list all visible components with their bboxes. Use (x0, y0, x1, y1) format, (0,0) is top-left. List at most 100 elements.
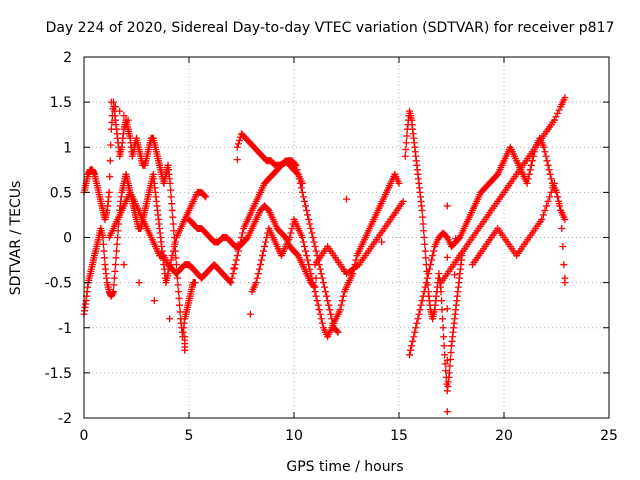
y-axis-label: SDTVAR / TECUs (8, 181, 24, 296)
data-point-interp (429, 252, 437, 260)
y-tick-label: -0.5 (45, 276, 72, 292)
data-point (298, 234, 306, 241)
data-point-interp (233, 252, 241, 260)
data-point-interp (293, 166, 301, 174)
data-point-interp (317, 315, 325, 323)
data-point-interp (235, 136, 243, 144)
data-point-interp (413, 319, 421, 327)
data-point-interp (238, 234, 245, 241)
data-point-interp (308, 229, 316, 237)
data-point-interp (415, 310, 423, 318)
data-point-interp (253, 274, 261, 282)
data-point (561, 274, 569, 282)
data-point-interp (547, 175, 555, 183)
data-point (336, 306, 344, 314)
data-point (172, 261, 180, 269)
data-point-interp (306, 220, 314, 228)
series-track-8 (401, 107, 466, 395)
data-point (109, 288, 117, 296)
data-point-interp (319, 279, 327, 287)
data-point-interp (318, 274, 326, 282)
data-points (80, 94, 569, 416)
data-point-interp (255, 265, 263, 273)
data-point-interp (443, 253, 451, 261)
data-point-interp (303, 206, 311, 214)
data-point (105, 188, 113, 196)
y-tick-label: -1 (58, 321, 72, 337)
data-point-interp (259, 252, 266, 260)
data-point-interp (443, 356, 451, 364)
data-point-interp (421, 240, 429, 248)
data-point-interp (297, 184, 305, 192)
data-point (261, 243, 269, 251)
data-point-interp (260, 247, 268, 255)
y-tick-label: -2 (58, 411, 72, 427)
data-point (561, 94, 569, 102)
data-point-interp (327, 310, 335, 318)
data-point-interp (555, 106, 563, 114)
data-point (256, 261, 264, 269)
data-point-interp (307, 224, 315, 232)
data-point-interp (234, 140, 242, 148)
data-point-interp (232, 256, 240, 264)
data-point (395, 179, 403, 187)
data-point-interp (558, 224, 566, 232)
data-point-interp (254, 270, 262, 278)
data-point-interp (288, 224, 296, 232)
data-point (286, 234, 294, 241)
series-track-10 (437, 94, 569, 287)
data-point-interp (135, 279, 143, 287)
data-point-interp (316, 310, 324, 318)
data-point-interp (525, 170, 533, 178)
data-point (292, 161, 300, 169)
data-point-interp (422, 254, 430, 262)
data-point-interp (304, 256, 312, 264)
data-point-interp (559, 243, 567, 251)
chart-title: Day 224 of 2020, Sidereal Day-to-day VTE… (46, 20, 615, 36)
data-point (550, 179, 558, 187)
data-point-interp (299, 193, 307, 201)
data-point-interp (323, 292, 331, 300)
data-point-interp (166, 315, 174, 323)
data-point-interp (402, 146, 410, 154)
x-tick-label: 10 (285, 428, 303, 444)
data-point-interp (554, 193, 562, 201)
data-point-interp (438, 306, 446, 314)
data-point-interp (333, 327, 341, 335)
x-tick-label: 20 (495, 428, 513, 444)
data-point-interp (420, 288, 428, 296)
data-point-interp (312, 247, 320, 255)
data-point-interp (172, 254, 180, 262)
data-point-interp (110, 281, 118, 289)
data-point-interp (313, 297, 321, 305)
data-point-interp (452, 235, 460, 243)
data-point-interp (441, 351, 449, 359)
data-point (175, 288, 182, 296)
data-point (399, 197, 407, 205)
data-point-interp (110, 274, 118, 282)
data-point (303, 252, 311, 260)
data-point-interp (299, 238, 307, 246)
data-point-interp (304, 211, 312, 219)
data-point-interp (417, 301, 425, 309)
data-point (443, 202, 451, 210)
data-point-interp (312, 274, 320, 282)
data-point (540, 143, 548, 151)
data-point-interp (316, 265, 324, 273)
data-point (418, 206, 426, 214)
x-tick-label: 25 (600, 428, 618, 444)
data-point-interp (309, 279, 317, 287)
data-point-interp (552, 186, 560, 194)
data-point-interp (170, 243, 178, 251)
data-point-interp (402, 139, 410, 147)
data-point-interp (169, 247, 177, 255)
y-tick-label: 0 (63, 231, 72, 247)
data-point (191, 279, 199, 287)
data-point-interp (99, 240, 107, 248)
axis-ticks: 0 5 10 15 20 25 -2 -1.5 -1 -0.5 0 0.5 1 1.5 2 (45, 50, 618, 444)
data-point-interp (420, 227, 428, 235)
data-point-interp (343, 195, 350, 203)
data-point-interp (412, 324, 420, 332)
data-point-interp (440, 333, 448, 341)
